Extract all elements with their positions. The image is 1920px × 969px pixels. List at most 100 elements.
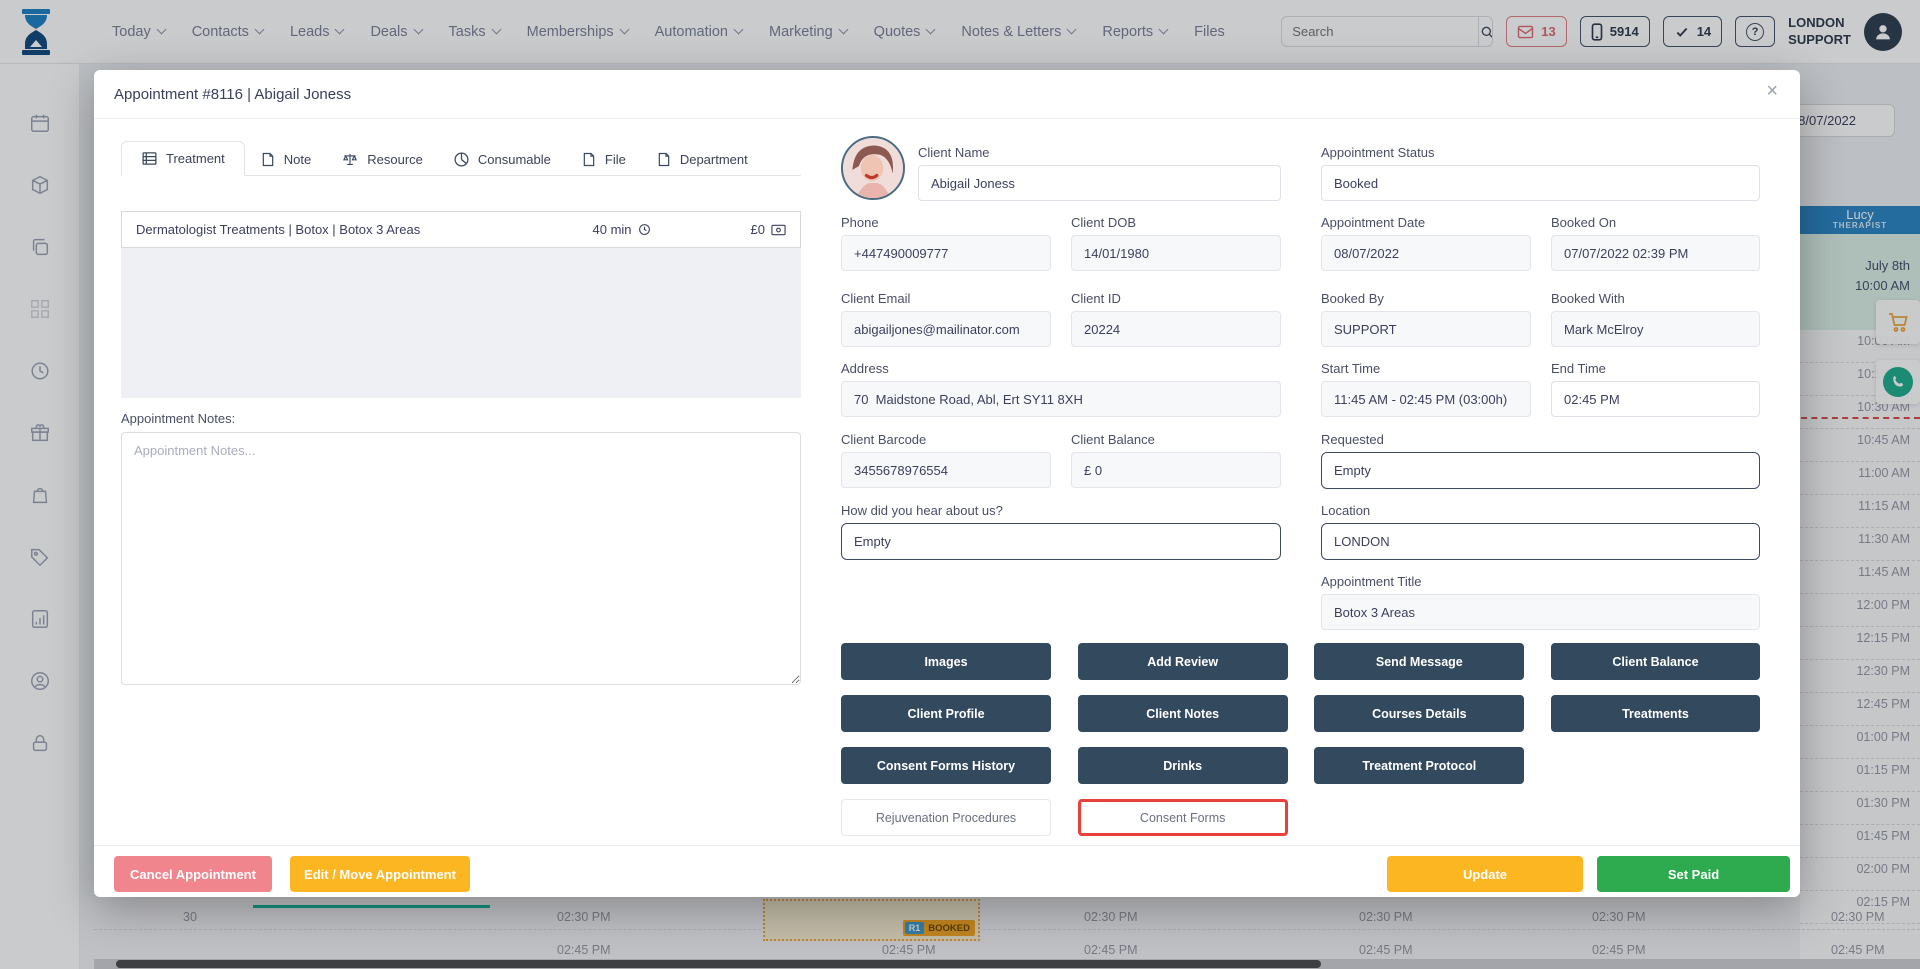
nav-item[interactable]: Deals	[370, 24, 423, 40]
location-select[interactable]: LONDON	[1321, 523, 1760, 560]
nav-item[interactable]: Marketing	[769, 23, 849, 40]
edit-move-appointment-button[interactable]: Edit / Move Appointment	[290, 856, 470, 892]
sidebar-lock-icon[interactable]	[0, 712, 79, 774]
client-email-field[interactable]	[841, 311, 1051, 347]
nav-item[interactable]: Files	[1194, 24, 1225, 40]
treatment-row[interactable]: Dermatologist Treatments | Botox | Botox…	[121, 211, 801, 248]
horizontal-scrollbar[interactable]	[94, 959, 1920, 969]
sidebar-shopping-bag-icon[interactable]	[0, 464, 79, 526]
booked-appointment-cell[interactable]: R1 BOOKED	[763, 899, 980, 941]
set-paid-button[interactable]: Set Paid	[1597, 856, 1790, 892]
nav-item-label: Marketing	[769, 23, 833, 40]
update-button[interactable]: Update	[1387, 856, 1583, 892]
appointment-title-field[interactable]	[1321, 594, 1760, 630]
nav-item[interactable]: Contacts	[192, 24, 265, 40]
tab-note[interactable]: Note	[245, 143, 326, 176]
nav-item[interactable]: Reports	[1102, 24, 1169, 40]
sidebar-gift-icon[interactable]	[0, 402, 79, 464]
sidebar-history-icon[interactable]	[0, 340, 79, 402]
tab-treatment[interactable]: Treatment	[121, 141, 245, 176]
tab-label: File	[604, 152, 626, 167]
end-time-field[interactable]	[1551, 381, 1760, 417]
sidebar-tag-icon[interactable]	[0, 526, 79, 588]
end-time-label: End Time	[1551, 361, 1606, 376]
phone-count: 5914	[1609, 24, 1639, 39]
requested-label: Requested	[1321, 432, 1384, 447]
sidebar-support-icon[interactable]	[0, 650, 79, 712]
app-logo[interactable]	[16, 8, 56, 55]
action-button[interactable]: Courses Details	[1314, 695, 1525, 732]
action-button[interactable]: Add Review	[1077, 643, 1288, 680]
search-input[interactable]	[1282, 24, 1479, 39]
close-icon[interactable]: ×	[1766, 80, 1778, 102]
action-button[interactable]: Consent Forms	[1077, 799, 1288, 836]
modal-header-divider	[94, 118, 1800, 119]
booked-with-field[interactable]	[1551, 311, 1760, 347]
nav-item[interactable]: Today	[112, 24, 167, 40]
action-button[interactable]: Client Balance	[1550, 643, 1760, 680]
scales-icon	[343, 153, 358, 166]
therapist-column-header[interactable]: Lucy THERAPIST	[1800, 206, 1920, 234]
nav-item[interactable]: Memberships	[527, 24, 630, 40]
action-button[interactable]: Treatments	[1550, 695, 1760, 732]
messages-badge[interactable]: 13	[1506, 16, 1567, 47]
action-button[interactable]: Client Notes	[1077, 695, 1288, 732]
booked-on-field[interactable]	[1551, 235, 1760, 271]
help-badge[interactable]: ?	[1735, 16, 1776, 47]
client-avatar[interactable]	[841, 136, 905, 200]
nav-item[interactable]: Notes & Letters	[961, 24, 1077, 40]
slot-time-label: 02:30 PM	[1831, 910, 1885, 924]
cart-button[interactable]	[1876, 300, 1920, 344]
sidebar-report-icon[interactable]	[0, 588, 79, 650]
action-button[interactable]: Consent Forms History	[841, 747, 1051, 784]
nav-item[interactable]: Tasks	[449, 24, 502, 40]
phone-badge[interactable]: 5914	[1579, 16, 1650, 47]
nav-item[interactable]: Leads	[290, 24, 345, 40]
client-balance-field[interactable]	[1071, 452, 1281, 488]
appointment-date-field[interactable]	[1321, 235, 1531, 271]
tab-consumable[interactable]: Consumable	[438, 143, 566, 176]
requested-select[interactable]: Empty	[1321, 452, 1760, 489]
user-avatar[interactable]	[1864, 12, 1902, 51]
treatment-name: Dermatologist Treatments | Botox | Botox…	[136, 222, 421, 237]
scrollbar-thumb[interactable]	[116, 960, 1321, 968]
address-field[interactable]	[841, 381, 1281, 417]
action-button[interactable]: Images	[841, 643, 1051, 680]
nav-item[interactable]: Automation	[655, 24, 744, 40]
client-id-field[interactable]	[1071, 311, 1281, 347]
action-button[interactable]: Client Profile	[841, 695, 1051, 732]
sidebar-package-icon[interactable]	[0, 154, 79, 216]
time-slot-label: 11:15 AM	[1800, 495, 1920, 528]
action-button[interactable]: Treatment Protocol	[1314, 747, 1525, 784]
phone-label: Phone	[841, 215, 879, 230]
clock-icon	[638, 224, 650, 235]
tasks-badge[interactable]: 14	[1662, 16, 1723, 47]
action-button[interactable]: Send Message	[1314, 643, 1525, 680]
tab-department[interactable]: Department	[641, 143, 763, 176]
phone-call-icon	[1883, 367, 1913, 397]
sidebar-calendar-icon[interactable]	[0, 92, 79, 154]
time-slot-label: 10:45 AM	[1800, 429, 1920, 462]
tab-file[interactable]: File	[566, 143, 641, 176]
action-button[interactable]: Rejuvenation Procedures	[841, 799, 1051, 836]
booked-by-field[interactable]	[1321, 311, 1531, 347]
appointment-notes-input[interactable]	[121, 432, 801, 685]
nav-item[interactable]: Quotes	[874, 24, 936, 40]
cancel-appointment-button[interactable]: Cancel Appointment	[114, 856, 272, 892]
location-label: Location	[1321, 503, 1371, 518]
client-name-field[interactable]	[918, 165, 1281, 201]
sidebar-grid-icon[interactable]	[0, 278, 79, 340]
hear-about-us-select[interactable]: Empty	[841, 523, 1281, 560]
phone-field[interactable]	[841, 235, 1051, 271]
client-dob-field[interactable]	[1071, 235, 1281, 271]
start-time-field[interactable]	[1321, 381, 1531, 417]
sidebar-copy-icon[interactable]	[0, 216, 79, 278]
call-button[interactable]	[1876, 360, 1920, 404]
tab-resource[interactable]: Resource	[326, 143, 438, 176]
slot-time-label: 02:30 PM	[1592, 910, 1646, 924]
client-barcode-field[interactable]	[841, 452, 1051, 488]
action-button[interactable]: Drinks	[1077, 747, 1288, 784]
booked-by-label: Booked By	[1321, 291, 1384, 306]
modal-tabs: Treatment Note Resource Consumable File …	[121, 141, 801, 176]
appointment-status-field[interactable]	[1321, 165, 1760, 201]
